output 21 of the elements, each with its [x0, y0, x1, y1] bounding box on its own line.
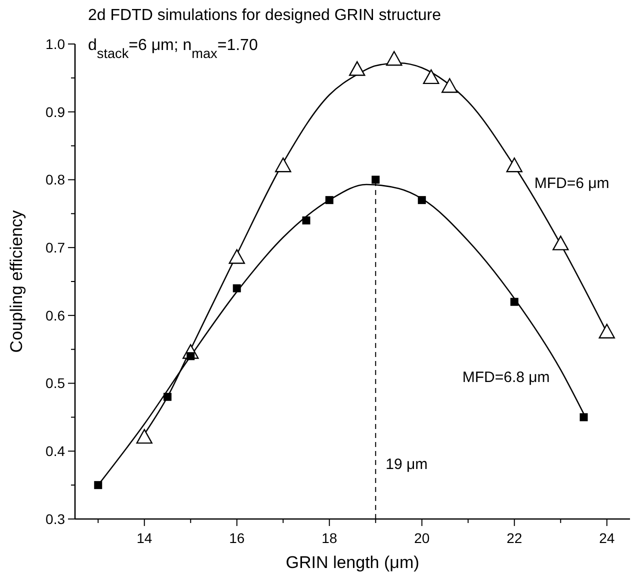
y-tick-label: 1.0: [46, 36, 66, 52]
x-tick-label: 22: [506, 530, 522, 546]
x-tick-label: 18: [322, 530, 338, 546]
y-tick-label: 0.4: [46, 443, 66, 460]
y-axis-title: Coupling efficiency: [7, 210, 26, 353]
y-tick-label: 0.3: [46, 510, 66, 527]
chart-subtitle: d$_{stack}$=6 μm; n$_{max}$=1.70: [88, 37, 258, 60]
y-tick-label: 0.8: [46, 172, 66, 188]
chart-title: 2d FDTD simulations for designed GRIN structure: [88, 7, 442, 24]
ref-line-label: 19 μm: [386, 456, 428, 473]
y-tick-label: 0.7: [46, 239, 66, 256]
x-tick-label: 20: [414, 530, 430, 546]
x-axis-title: GRIN length (μm): [286, 553, 420, 572]
series-label: MFD=6 μm: [534, 175, 610, 192]
x-tick-label: 24: [599, 530, 615, 546]
text: MFD=6.8 μm: [462, 368, 550, 386]
y-tick-label: 0.6: [46, 307, 66, 324]
y-tick-label: 0.5: [46, 375, 66, 392]
x-tick-label: 16: [229, 530, 245, 546]
x-tick-label: 14: [136, 530, 152, 546]
y-tick-label: 0.9: [46, 104, 66, 120]
